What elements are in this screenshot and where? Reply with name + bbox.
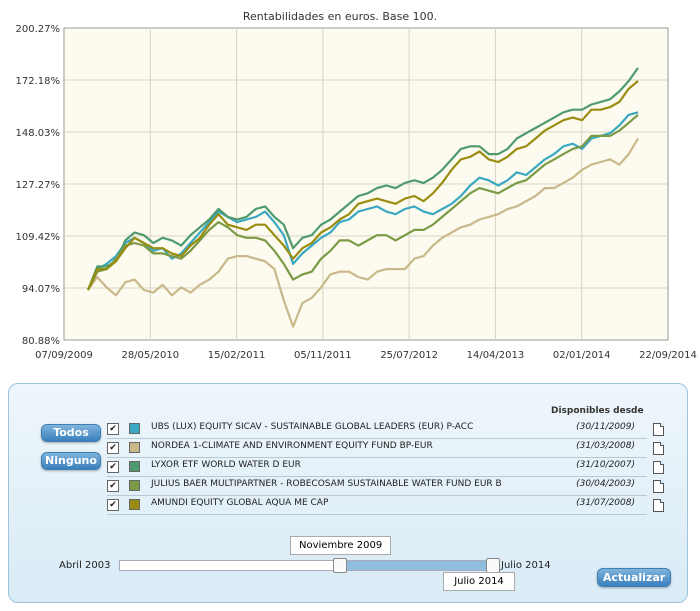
x-tick-label: 28/05/2010	[121, 350, 179, 361]
fund-row: ✔ AMUNDI EQUITY GLOBAL AQUA ME CAP (31/07/…	[107, 496, 647, 515]
fund-available-date: (31/07/2008)	[576, 498, 635, 508]
fund-document-icon[interactable]	[653, 461, 664, 474]
select-none-button[interactable]: Ninguno	[41, 452, 101, 470]
fund-checkbox[interactable]: ✔	[107, 499, 119, 511]
fund-name: UBS (LUX) EQUITY SICAV - SUSTAINABLE GLO…	[151, 422, 474, 432]
slider-max-label: Julio 2014	[501, 560, 551, 571]
fund-name: LYXOR ETF WORLD WATER D EUR	[151, 460, 301, 470]
fund-row: ✔ JULIUS BAER MULTIPARTNER - ROBECOSAM SU…	[107, 477, 647, 496]
x-tick-label: 15/02/2011	[208, 350, 266, 361]
fund-checkbox[interactable]: ✔	[107, 480, 119, 492]
y-tick-label: 172.18%	[16, 76, 61, 87]
x-tick-label: 25/07/2012	[380, 350, 438, 361]
update-button[interactable]: Actualizar	[597, 568, 671, 587]
fund-document-icon[interactable]	[653, 423, 664, 436]
fund-checkbox[interactable]: ✔	[107, 461, 119, 473]
fund-name: JULIUS BAER MULTIPARTNER - ROBECOSAM SUS…	[151, 479, 502, 489]
fund-color-swatch	[129, 499, 140, 510]
fund-available-date: (31/10/2007)	[576, 460, 635, 470]
fund-available-date: (31/03/2008)	[576, 441, 635, 451]
date-range-slider[interactable]	[119, 558, 500, 573]
fund-name: NORDEA 1-CLIMATE AND ENVIRONMENT EQUITY …	[151, 441, 433, 451]
slider-end-tooltip: Julio 2014	[443, 572, 515, 591]
series-line-4	[86, 80, 639, 291]
fund-document-icon[interactable]	[653, 499, 664, 512]
y-tick-label: 109.42%	[16, 232, 61, 243]
series-line-0	[86, 111, 639, 291]
fund-color-swatch	[129, 480, 140, 491]
y-tick-label: 127.27%	[16, 180, 61, 191]
fund-available-date: (30/04/2003)	[576, 479, 635, 489]
fund-selector-panel: Todos Ninguno Disponibles desde ✔ UBS (LU…	[8, 383, 688, 603]
slider-end-handle[interactable]	[486, 558, 500, 573]
x-tick-label: 02/01/2014	[553, 350, 611, 361]
series-line-1	[87, 137, 639, 328]
series-line-3	[87, 114, 639, 291]
available-since-header: Disponibles desde	[551, 406, 644, 416]
x-tick-label: 14/04/2013	[467, 350, 525, 361]
fund-row: ✔ NORDEA 1-CLIMATE AND ENVIRONMENT EQUITY…	[107, 439, 647, 458]
slider-start-handle[interactable]	[333, 558, 347, 573]
x-tick-label: 07/09/2009	[35, 350, 93, 361]
fund-document-icon[interactable]	[653, 442, 664, 455]
fund-color-swatch	[129, 423, 140, 434]
y-tick-label: 200.27%	[16, 24, 61, 35]
select-all-button[interactable]: Todos	[41, 424, 101, 442]
fund-checkbox[interactable]: ✔	[107, 423, 119, 435]
fund-available-date: (30/11/2009)	[576, 422, 635, 432]
returns-chart: Rentabilidades en euros. Base 100. 200.2…	[16, 10, 697, 361]
slider-start-tooltip: Noviembre 2009	[290, 536, 392, 555]
fund-name: AMUNDI EQUITY GLOBAL AQUA ME CAP	[151, 498, 329, 508]
fund-row: ✔ UBS (LUX) EQUITY SICAV - SUSTAINABLE GL…	[107, 420, 647, 439]
fund-row: ✔ LYXOR ETF WORLD WATER D EUR (31/10/2007)	[107, 458, 647, 477]
y-tick-label: 80.88%	[22, 336, 60, 347]
fund-document-icon[interactable]	[653, 480, 664, 493]
fund-checkbox[interactable]: ✔	[107, 442, 119, 454]
slider-min-label: Abril 2003	[59, 560, 111, 571]
fund-color-swatch	[129, 442, 140, 453]
chart-title: Rentabilidades en euros. Base 100.	[243, 10, 437, 23]
x-tick-label: 05/11/2011	[294, 350, 352, 361]
y-tick-label: 148.03%	[16, 128, 61, 139]
fund-color-swatch	[129, 461, 140, 472]
x-tick-label: 22/09/2014	[639, 350, 697, 361]
series-line-2	[86, 67, 639, 291]
slider-selected-range	[339, 561, 495, 570]
y-tick-label: 94.07%	[22, 284, 60, 295]
